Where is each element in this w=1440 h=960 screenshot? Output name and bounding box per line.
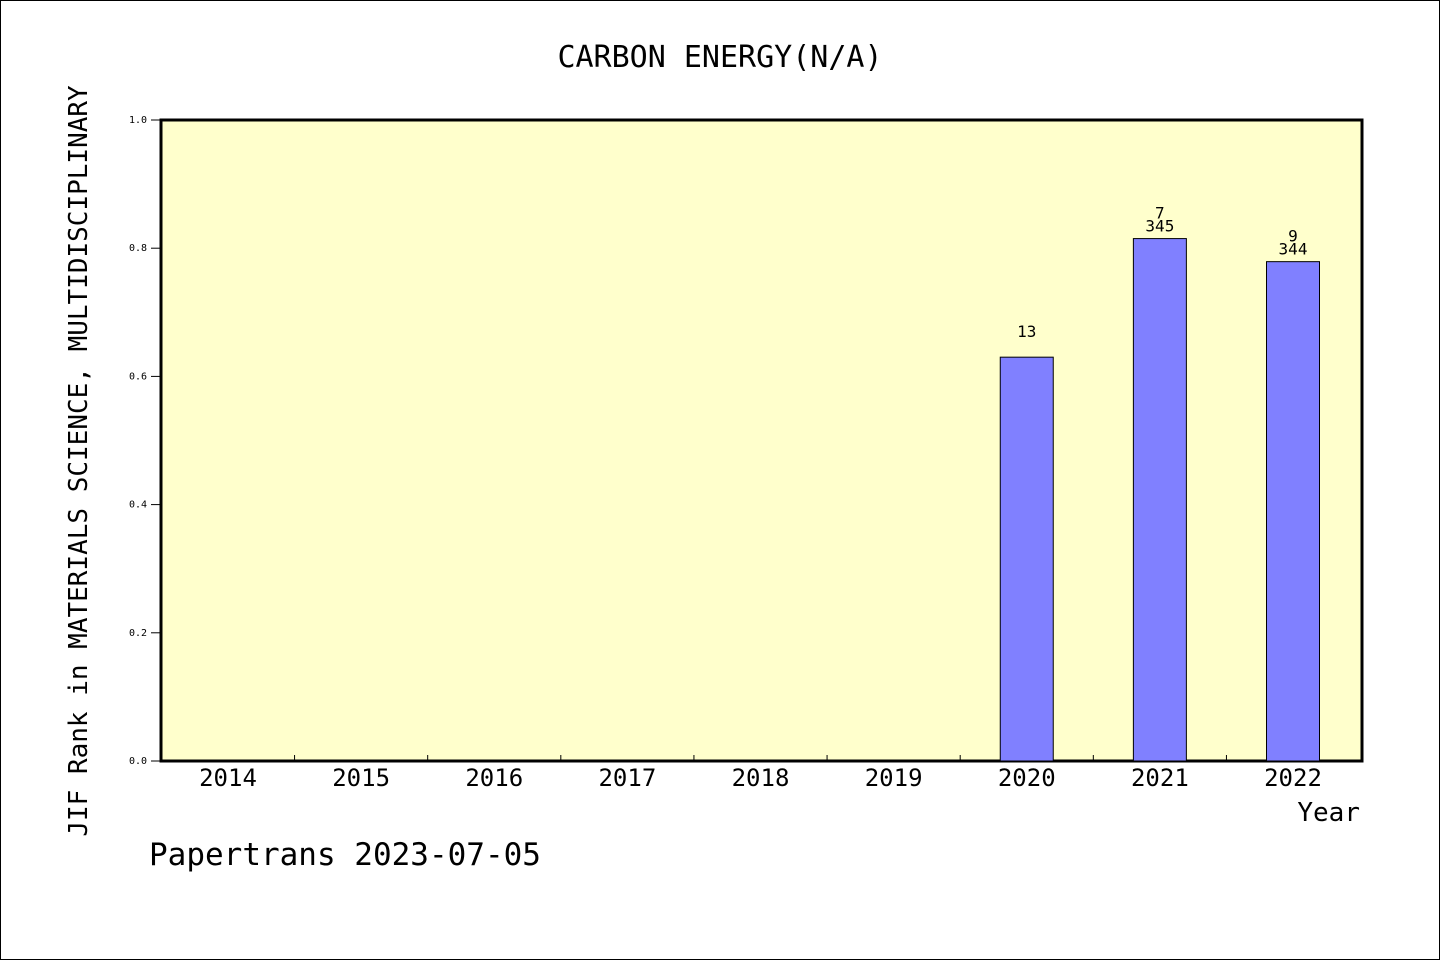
bar-rank-label-2020: 13 <box>1017 322 1036 341</box>
y-tick-label: 1.0 <box>129 115 147 126</box>
y-axis-label: JIF Rank in MATERIALS SCIENCE, MULTIDISC… <box>64 85 94 837</box>
bar-2022 <box>1266 261 1320 762</box>
y-tick-label: 0.8 <box>129 243 147 254</box>
watermark-text: Papertrans 2023-07-05 <box>149 837 541 873</box>
y-tick-label: 0.2 <box>129 628 147 639</box>
bar-rank-label-2021: 7 <box>1155 204 1165 223</box>
y-tick-label: 0.6 <box>129 371 147 382</box>
x-tick-label-2021: 2021 <box>1131 764 1189 792</box>
bar-2021 <box>1132 238 1187 762</box>
chart-title: CARBON ENERGY(N/A) <box>557 40 882 75</box>
x-axis-label: Year <box>1297 798 1360 828</box>
bar-2020 <box>999 356 1054 762</box>
x-tick-label-2016: 2016 <box>465 764 523 792</box>
x-tick-label-2015: 2015 <box>332 764 390 792</box>
x-tick-label-2018: 2018 <box>732 764 790 792</box>
bar-total-label-2021: 345 <box>1145 217 1174 236</box>
bar-total-label-2022: 344 <box>1279 240 1308 259</box>
y-tick-label: 0.0 <box>129 756 147 767</box>
x-tick-label-2014: 2014 <box>199 764 257 792</box>
x-tick-label-2020: 2020 <box>998 764 1056 792</box>
x-tick-label-2017: 2017 <box>598 764 656 792</box>
bar-rank-label-2022: 9 <box>1288 227 1298 246</box>
y-tick-label: 0.4 <box>129 500 147 511</box>
x-tick-label-2019: 2019 <box>865 764 923 792</box>
x-tick-label-2022: 2022 <box>1264 764 1322 792</box>
